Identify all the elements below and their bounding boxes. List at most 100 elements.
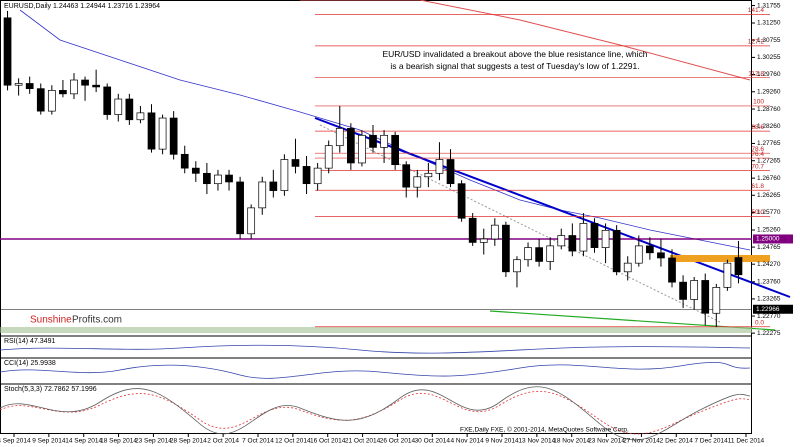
x-tick-label: 26 Oct 2014 — [380, 438, 416, 445]
candle-body — [225, 174, 233, 183]
x-tick-label: 14 Sep 2014 — [65, 438, 102, 445]
stoch-signal — [0, 390, 751, 435]
x-tick-label: 16 Oct 2014 — [310, 438, 346, 445]
annotation: EUR/USD invalidated a breakout above the… — [382, 49, 648, 71]
y-tick-label: 1.26265 — [757, 192, 781, 199]
x-tick-label: 23 Sep 2014 — [135, 438, 172, 445]
y-tick-label: 1.27265 — [757, 157, 781, 164]
candle-body — [14, 83, 23, 86]
candle-body — [479, 238, 488, 243]
y-tick-label: 1.28760 — [757, 106, 781, 113]
candle-body — [203, 172, 211, 185]
candle-body — [612, 229, 621, 273]
candle-body — [568, 235, 577, 252]
candle-body — [313, 167, 322, 185]
price-tag — [753, 234, 793, 244]
plot-frame — [0, 0, 752, 434]
candle-body — [468, 217, 477, 243]
fib-label: 100 — [753, 99, 764, 106]
x-tick-label: 11 Dec 2014 — [728, 438, 765, 445]
fib-label: 61.8 — [751, 183, 764, 190]
x-tick-label: 13 Nov 2014 — [518, 438, 555, 445]
candle-body — [214, 174, 222, 185]
candle-body — [36, 88, 45, 112]
fib-label: 76.4 — [751, 151, 764, 158]
candle-body — [435, 159, 444, 174]
indicator-label: RSI(14) 47.3491 — [4, 338, 55, 345]
y-tick-label: 1.23265 — [757, 296, 781, 303]
candle-body — [103, 86, 112, 115]
candle-body — [70, 79, 78, 95]
y-tick-label: 1.29760 — [757, 71, 781, 78]
candle-body — [391, 134, 399, 166]
y-tick-label: 1.22275 — [757, 330, 781, 337]
chart-title: EURUSD,Daily 1.24463 1.24944 1.23716 1.2… — [4, 3, 160, 10]
rsi-line — [0, 344, 751, 354]
y-tick-label: 1.31250 — [757, 20, 781, 27]
copyright: FXE,Daily FXE, © 2001-2014, MetaQuotes S… — [460, 426, 629, 434]
candle-body — [601, 229, 610, 248]
price-tag-label: 1.22966 — [756, 306, 780, 313]
fib-label: 141.4 — [748, 7, 765, 14]
x-tick-label: 2 Dec 2014 — [660, 438, 694, 445]
y-tick-label: 1.24765 — [757, 244, 781, 251]
candle-body — [302, 166, 311, 185]
candle-body — [634, 245, 643, 264]
y-tick-label: 1.25770 — [757, 209, 781, 216]
watermark: Sunshine — [30, 315, 72, 326]
candle-body — [3, 17, 12, 86]
y-tick-label: 1.27765 — [757, 140, 781, 147]
candle-body — [424, 172, 433, 178]
candle-body — [92, 84, 100, 88]
indicator-label: Stoch(5,3,3) 72.7862 57.1996 — [4, 386, 97, 393]
candle-body — [668, 257, 676, 283]
x-tick-label: 21 Oct 2014 — [345, 438, 381, 445]
fib-label: 50.0 — [751, 209, 764, 216]
x-tick-label: 7 Oct 2014 — [242, 438, 274, 445]
candle-body — [125, 98, 134, 121]
candle-body — [358, 134, 366, 164]
x-tick-label: 18 Sep 2014 — [100, 438, 137, 445]
y-tick-label: 1.30255 — [757, 54, 781, 61]
x-tick-label: 7 Dec 2014 — [695, 438, 729, 445]
candle-body — [269, 181, 278, 191]
candle-body — [701, 280, 710, 314]
y-tick-label: 1.26760 — [757, 175, 781, 182]
x-tick-label: 30 Oct 2014 — [415, 438, 451, 445]
fib-label: 0.0 — [755, 319, 764, 326]
candle-body — [81, 79, 89, 86]
fib-label: 127.2 — [748, 39, 765, 46]
candle-body — [47, 90, 56, 112]
candle-body — [291, 159, 300, 167]
candle-body — [180, 153, 189, 169]
y-tick-label: 1.25260 — [757, 227, 781, 234]
candle-body — [690, 280, 699, 300]
y-tick-label: 1.23760 — [757, 279, 781, 286]
x-tick-label: 2 Oct 2014 — [207, 438, 239, 445]
candle-body — [169, 117, 178, 155]
x-tick-label: 18 Nov 2014 — [553, 438, 590, 445]
fib-label: 70.7 — [751, 163, 764, 170]
candle-body — [557, 235, 566, 247]
x-tick-label: 23 Nov 2014 — [588, 438, 625, 445]
cci-line — [0, 361, 751, 379]
x-tick-label: 4 Sep 2014 — [0, 438, 31, 445]
candle-body — [734, 257, 743, 276]
y-tick-label: 1.29260 — [757, 88, 781, 95]
candle-body — [147, 112, 156, 150]
candle-body — [258, 181, 267, 209]
candle-body — [335, 128, 344, 147]
y-tick-label: 1.24270 — [757, 261, 781, 268]
candle-body — [59, 90, 67, 95]
fib-label: 78.6 — [751, 146, 764, 153]
candle-body — [380, 134, 388, 148]
candle-body — [347, 128, 355, 164]
candle-body — [646, 245, 654, 254]
candle-body — [623, 262, 632, 273]
candle-body — [446, 159, 455, 185]
candle-body — [413, 176, 422, 188]
x-tick-label: 9 Nov 2014 — [485, 438, 519, 445]
candle-body — [513, 259, 521, 273]
y-tick-label: 1.28260 — [757, 123, 781, 130]
